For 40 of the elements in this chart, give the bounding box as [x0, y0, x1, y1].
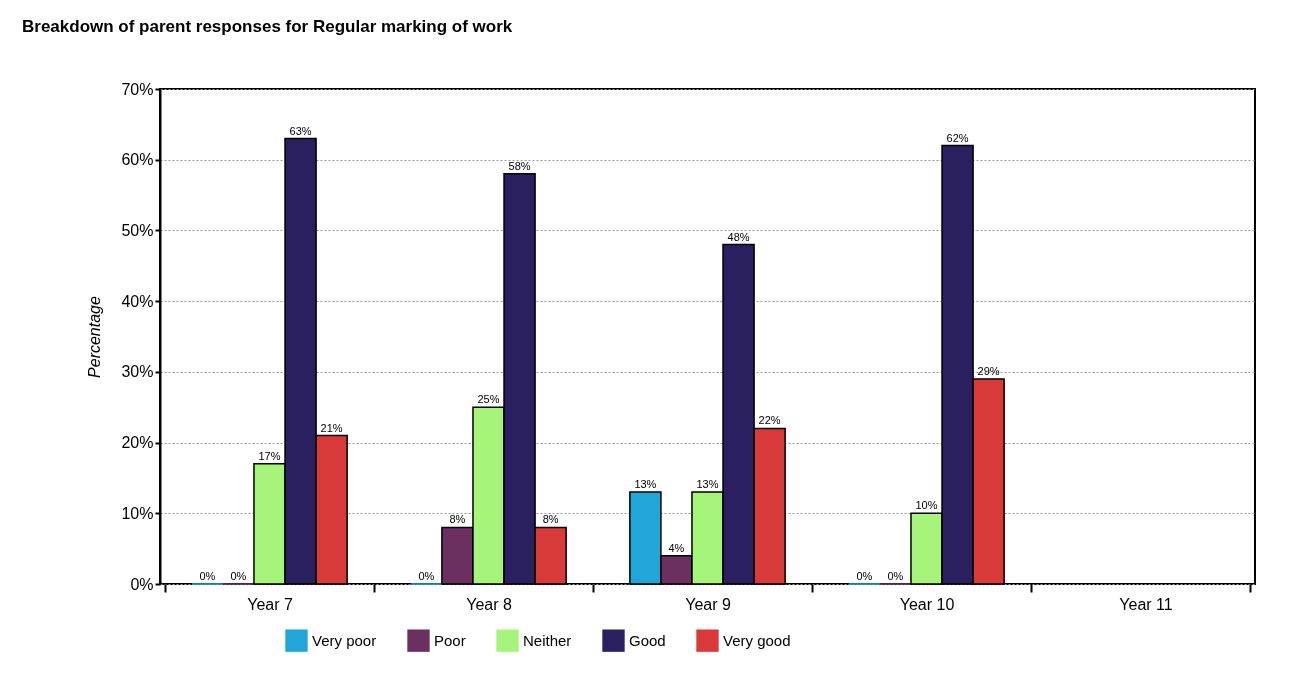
chart-title: Breakdown of parent responses for Regular marking of work — [22, 17, 513, 36]
data-label: 58% — [508, 159, 531, 172]
data-label: 0% — [887, 570, 904, 582]
y-tick-label: 40% — [121, 292, 154, 310]
data-label: 4% — [668, 541, 685, 554]
y-tick-label: 30% — [121, 363, 154, 381]
x-tick-label: Year 7 — [247, 595, 293, 613]
data-label: 48% — [727, 230, 750, 243]
legend-label: Good — [629, 631, 666, 649]
data-label: 0% — [418, 570, 435, 582]
data-label: 17% — [258, 449, 281, 462]
data-label: 29% — [977, 364, 1000, 377]
x-tick-label: Year 10 — [899, 595, 955, 613]
data-label: 0% — [199, 570, 216, 582]
y-tick-label: 70% — [121, 80, 154, 98]
data-label: 0% — [856, 570, 873, 582]
legend-label: Neither — [523, 631, 572, 649]
data-label: 13% — [634, 478, 657, 491]
data-label: 8% — [449, 513, 466, 526]
y-axis-title: Percentage — [86, 295, 104, 378]
legend-label: Poor — [434, 631, 466, 649]
data-label: 21% — [320, 421, 343, 434]
y-tick-label: 10% — [121, 504, 154, 522]
x-tick-label: Year 8 — [466, 595, 512, 613]
data-label: 62% — [946, 131, 969, 144]
y-tick-label: 60% — [121, 151, 154, 169]
x-tick-label: Year 11 — [1119, 595, 1173, 613]
data-label: 8% — [542, 513, 559, 526]
x-tick-label: Year 9 — [685, 595, 731, 613]
data-label: 22% — [758, 414, 781, 427]
legend-label: Very poor — [312, 631, 377, 649]
legend-label: Very good — [723, 631, 791, 649]
y-tick-label: 20% — [121, 434, 154, 452]
data-label: 10% — [915, 499, 938, 512]
data-label: 13% — [696, 478, 719, 491]
y-tick-label: 50% — [121, 221, 154, 239]
data-label: 25% — [477, 393, 500, 406]
data-label: 63% — [289, 124, 312, 137]
data-label: 0% — [230, 570, 247, 582]
y-tick-label: 0% — [130, 575, 154, 593]
